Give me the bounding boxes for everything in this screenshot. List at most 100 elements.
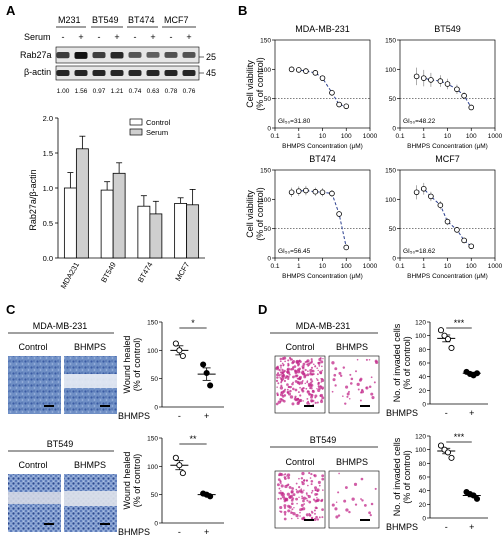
plot-frame	[274, 169, 371, 259]
y-tick-label: 1.5	[43, 149, 53, 158]
data-point	[444, 81, 451, 87]
gi50-annotation: GI₅₀=31.80	[278, 118, 311, 125]
bar	[149, 213, 163, 259]
rab27a-band	[146, 52, 160, 58]
data-point	[413, 73, 420, 80]
rab27a-band	[128, 52, 142, 58]
data-point	[319, 189, 326, 196]
y-tick-label: 50	[264, 96, 272, 103]
plot-frame	[399, 169, 496, 259]
y-tick-label: 60	[419, 475, 427, 482]
kda-marker: 45	[206, 68, 216, 78]
serum-sign: -	[134, 32, 137, 42]
y-tick-label: 50	[151, 376, 159, 383]
data-point	[428, 193, 434, 200]
serum-sign: +	[150, 32, 155, 42]
y-tick-label: 0	[422, 516, 426, 523]
kda-marker: 25	[206, 52, 216, 62]
panel-label-b: B	[238, 3, 247, 18]
data-point	[444, 449, 452, 456]
data-point	[203, 369, 210, 377]
x-tick-label: 10	[444, 263, 452, 270]
data-point	[441, 332, 448, 339]
data-point	[319, 75, 326, 81]
x-category-label: +	[204, 411, 209, 421]
data-point	[295, 188, 302, 194]
blot-bands	[56, 52, 196, 76]
bar	[100, 189, 114, 259]
rab27a-band	[110, 52, 124, 59]
y-tick-label: 20	[419, 388, 427, 395]
legend-swatch	[129, 128, 143, 136]
x-tick-label: 1	[422, 263, 426, 270]
x-axis-label: BHMPS Concentration (μM)	[282, 143, 363, 150]
y-tick-label: 2.0	[43, 114, 53, 123]
x-axis-label: BHMPS	[386, 522, 418, 532]
y-tick-label: 0	[392, 126, 396, 133]
fit-curve	[291, 189, 347, 248]
y-axis-label: Cell viability	[245, 190, 255, 238]
data-point	[444, 218, 451, 225]
significance-label: *	[191, 318, 195, 328]
y-tick-label: 0	[267, 256, 271, 263]
y-tick-label: 0	[154, 405, 158, 412]
column-label: Control	[18, 342, 47, 352]
y-tick-label: 80	[419, 347, 427, 354]
data-point	[437, 202, 444, 209]
x-tick-label: 10	[444, 133, 452, 140]
y-tick-label: 100	[260, 67, 271, 74]
legend-label: Serum	[146, 128, 168, 137]
bar	[137, 205, 151, 259]
y-tick-label: 80	[419, 461, 427, 468]
rab27a-band	[74, 52, 88, 59]
x-category-label: -	[445, 408, 448, 418]
y-tick-label: 100	[260, 197, 271, 204]
cell-line-title: BT549	[310, 435, 337, 445]
data-point	[303, 68, 309, 74]
fit-curve	[416, 75, 472, 108]
band-ratios: 1.00 1.56 0.97 1.21 0.74 0.63 0.78 0.76	[57, 88, 196, 95]
data-point	[448, 454, 455, 461]
band-ratio: 0.63	[147, 88, 160, 95]
band-ratio: 0.78	[165, 88, 178, 95]
blot-row-label: β-actin	[24, 67, 51, 77]
wound-image-control	[8, 356, 61, 414]
x-tick-label: 100	[466, 133, 477, 140]
serum-sign: -	[170, 32, 173, 42]
y-tick-label: 50	[389, 226, 397, 233]
data-point	[468, 243, 475, 250]
panel-label-a: A	[6, 3, 16, 18]
x-tick-label: 1	[297, 133, 301, 140]
serum-sign: -	[98, 32, 101, 42]
band-ratio: 1.56	[75, 88, 88, 95]
data-point	[179, 470, 186, 477]
x-tick-label: 0.1	[270, 263, 279, 270]
data-point	[448, 344, 455, 352]
data-point	[437, 442, 445, 449]
y-tick-label: 40	[419, 488, 427, 495]
data-point	[200, 361, 207, 368]
x-tick-label: 10	[319, 133, 327, 140]
y-tick-label: 0	[422, 402, 426, 409]
column-label: Control	[18, 460, 47, 470]
actin-band	[74, 70, 88, 76]
y-tick-label: 50	[151, 492, 159, 499]
data-point	[473, 370, 481, 377]
panel-label-d: D	[258, 302, 267, 317]
data-point	[329, 90, 335, 96]
x-category-label: -	[178, 527, 181, 537]
data-point	[420, 75, 427, 81]
y-axis-label: Cell viability	[245, 60, 255, 108]
x-tick-label: 100	[341, 263, 352, 270]
gi50-annotation: GI₅₀=56.45	[278, 248, 311, 255]
x-category-label: -	[445, 522, 448, 532]
y-tick-label: 0.5	[43, 219, 53, 228]
cell-line-label: BT549	[92, 15, 119, 25]
legend-label: Control	[146, 118, 171, 127]
y-tick-label: 20	[419, 502, 427, 509]
y-tick-label: 40	[419, 374, 427, 381]
x-tick-label: 1000	[363, 263, 378, 270]
x-category-label: +	[204, 527, 209, 537]
cell-line-title: MDA-MB-231	[33, 321, 88, 331]
